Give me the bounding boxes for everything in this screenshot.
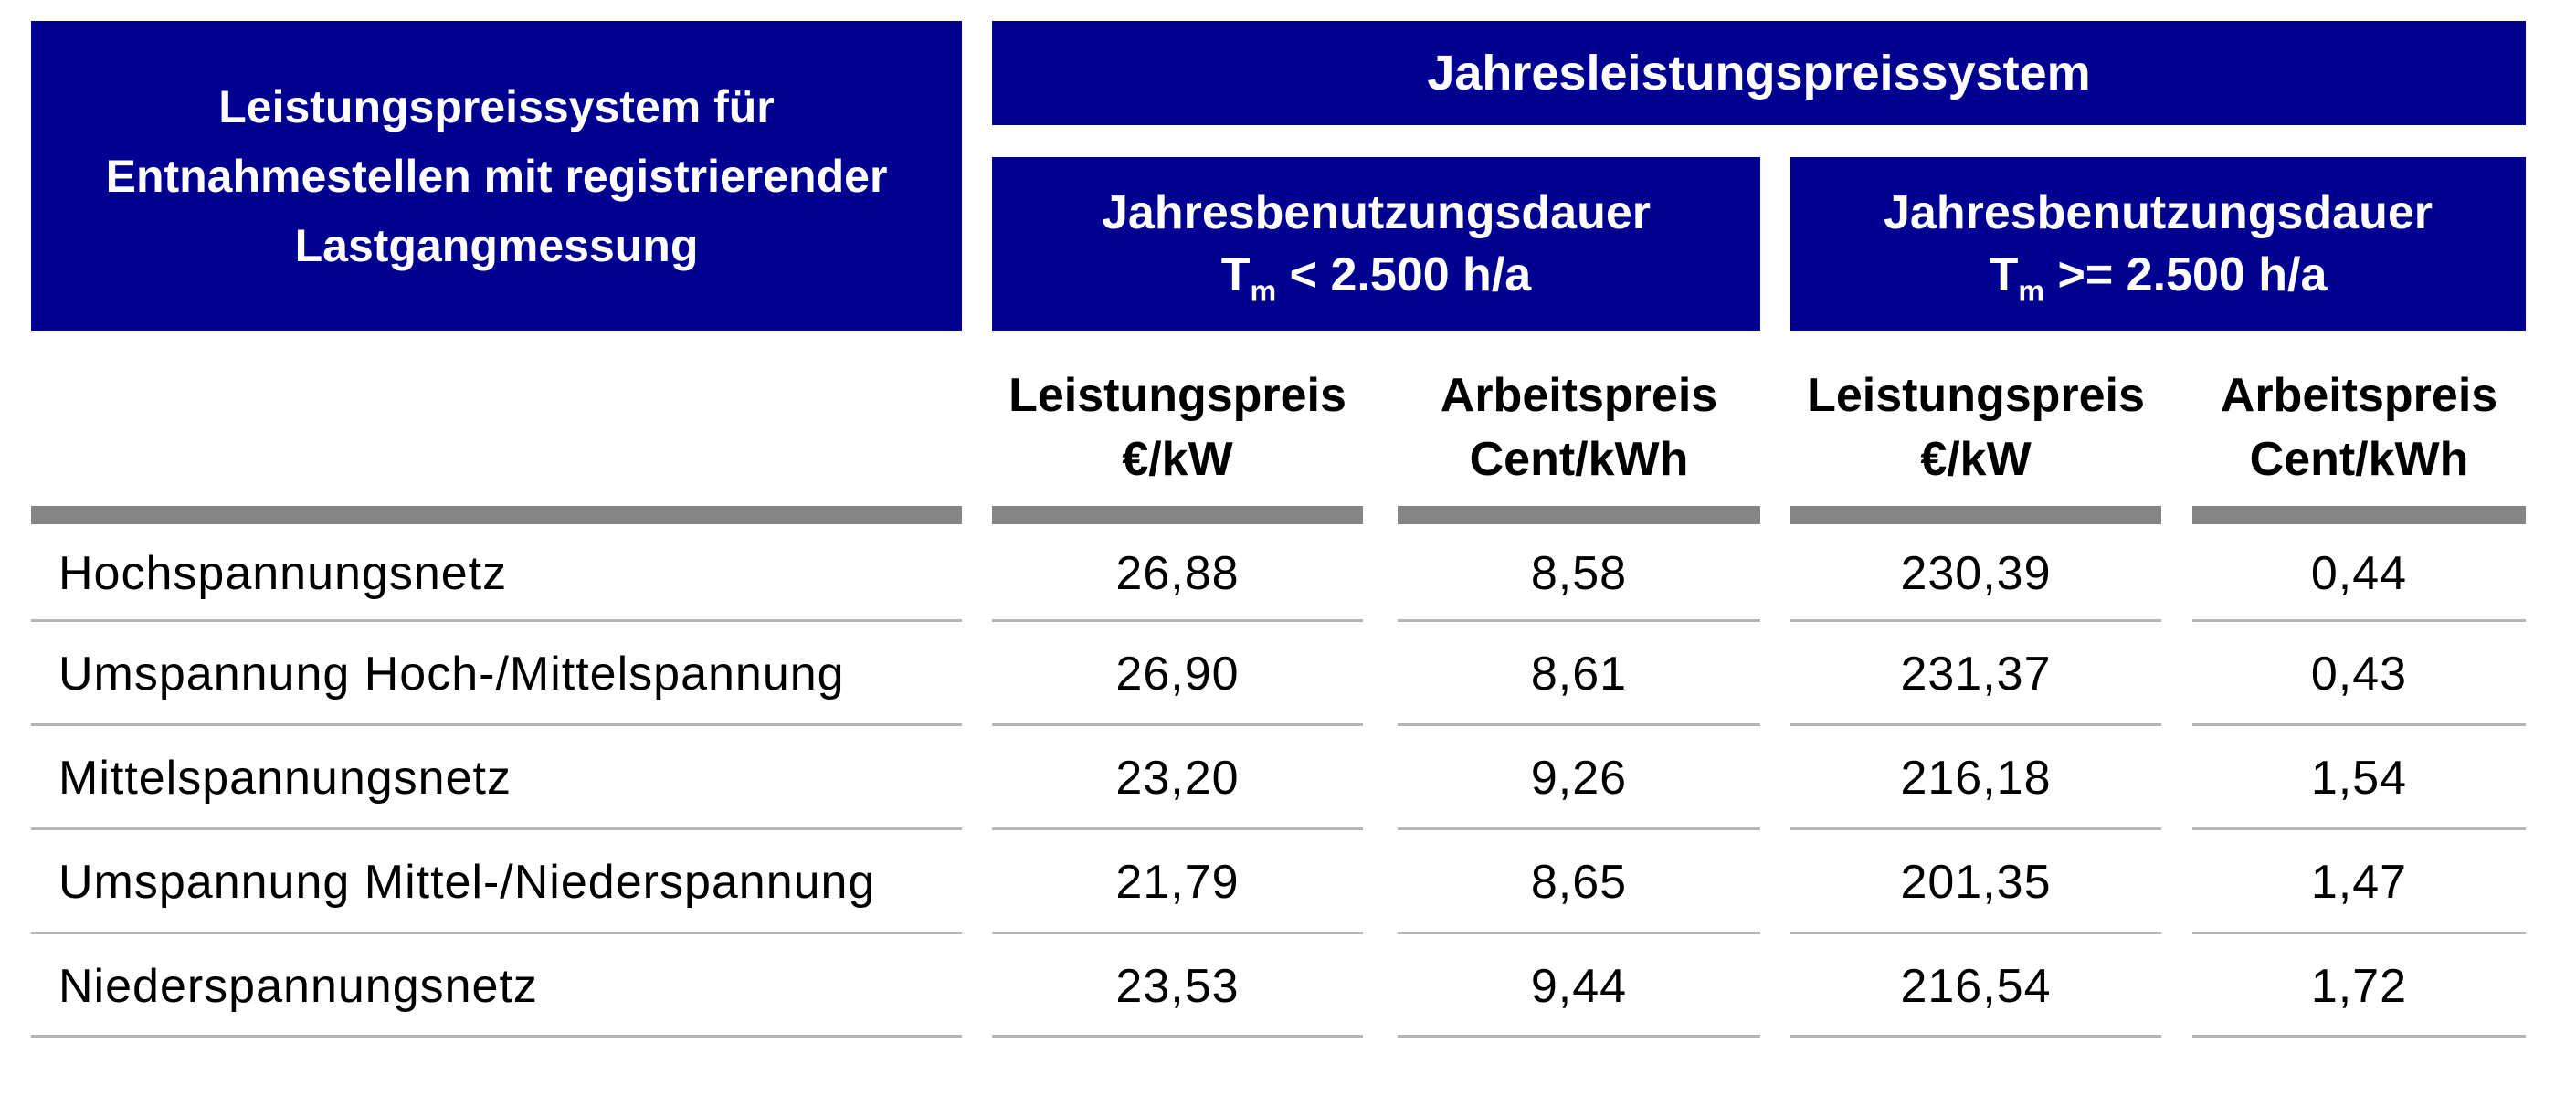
value-arbeitspreis-lt: 8,58 bbox=[1530, 546, 1628, 600]
row-divider bbox=[992, 723, 1363, 726]
left-title-line-2: Entnahmestellen mit registrierender bbox=[105, 150, 888, 202]
table-row-niederspannungsnetz: Niederspannungsnetz 23,53 9,44 216,54 1,… bbox=[0, 934, 2576, 1038]
header-rule-column-1 bbox=[992, 506, 1363, 524]
tm-condition: >= 2.500 h/a bbox=[2057, 248, 2328, 301]
row-divider bbox=[2192, 619, 2526, 622]
value-leistungspreis-ge: 230,39 bbox=[1900, 546, 2052, 600]
column-title: Leistungspreis bbox=[1807, 369, 2145, 422]
header-rule-column-2 bbox=[1398, 506, 1760, 524]
column-unit: €/kW bbox=[1122, 433, 1233, 486]
row-divider bbox=[992, 1035, 1363, 1038]
row-divider bbox=[1790, 827, 2161, 830]
row-divider bbox=[1790, 619, 2161, 622]
row-divider bbox=[1790, 1035, 2161, 1038]
row-divider bbox=[31, 827, 962, 830]
column-header-arbeitspreis-1: Arbeitspreis Cent/kWh bbox=[1398, 358, 1760, 497]
value-leistungspreis-lt: 26,88 bbox=[1115, 546, 1240, 600]
subheader-1-line-2: Tm < 2.500 h/a bbox=[1221, 244, 1531, 306]
table-row-mittelspannungsnetz: Mittelspannungsnetz 23,20 9,26 216,18 1,… bbox=[0, 726, 2576, 830]
value-leistungspreis-ge: 216,18 bbox=[1900, 752, 2052, 805]
row-divider bbox=[992, 619, 1363, 622]
value-leistungspreis-ge: 216,54 bbox=[1900, 959, 2052, 1013]
row-label: Niederspannungsnetz bbox=[58, 959, 538, 1013]
value-leistungspreis-ge: 201,35 bbox=[1900, 856, 2052, 909]
row-label: Umspannung Hoch-/Mittelspannung bbox=[58, 648, 845, 701]
row-divider bbox=[992, 827, 1363, 830]
row-divider bbox=[31, 1035, 962, 1038]
column-title: Leistungspreis bbox=[1008, 369, 1346, 422]
tm-symbol: T bbox=[1989, 248, 2019, 301]
row-divider bbox=[1398, 827, 1760, 830]
subheader-tm-ge-2500: Jahresbenutzungsdauer Tm >= 2.500 h/a bbox=[1790, 157, 2526, 331]
row-divider bbox=[1398, 932, 1760, 934]
row-divider bbox=[1398, 619, 1760, 622]
subheader-1-line-1: Jahresbenutzungsdauer bbox=[1101, 186, 1652, 239]
tm-subscript: m bbox=[2018, 274, 2045, 308]
value-arbeitspreis-lt: 8,65 bbox=[1530, 856, 1628, 909]
column-title: Arbeitspreis bbox=[2220, 369, 2498, 422]
value-arbeitspreis-lt: 8,61 bbox=[1530, 648, 1628, 701]
tm-subscript: m bbox=[1250, 274, 1277, 308]
table-row-umspannung-mittel-nieder: Umspannung Mittel-/Niederspannung 21,79 … bbox=[0, 830, 2576, 934]
row-divider bbox=[1398, 1035, 1760, 1038]
value-arbeitspreis-lt: 9,26 bbox=[1530, 752, 1628, 805]
value-leistungspreis-lt: 21,79 bbox=[1115, 856, 1240, 909]
row-divider bbox=[1790, 932, 2161, 934]
header-rule-column-4 bbox=[2192, 506, 2526, 524]
row-divider bbox=[2192, 827, 2526, 830]
value-arbeitspreis-ge: 1,72 bbox=[2310, 959, 2408, 1013]
row-divider bbox=[2192, 723, 2526, 726]
left-title-line-3: Lastgangmessung bbox=[294, 219, 699, 271]
row-divider bbox=[1790, 723, 2161, 726]
value-leistungspreis-ge: 231,37 bbox=[1900, 648, 2052, 701]
column-unit: €/kW bbox=[1920, 433, 2032, 486]
row-divider bbox=[2192, 932, 2526, 934]
value-arbeitspreis-ge: 0,44 bbox=[2310, 546, 2408, 600]
value-arbeitspreis-ge: 1,47 bbox=[2310, 856, 2408, 909]
row-divider bbox=[1398, 723, 1760, 726]
column-header-arbeitspreis-2: Arbeitspreis Cent/kWh bbox=[2192, 358, 2526, 497]
value-arbeitspreis-ge: 1,54 bbox=[2310, 752, 2408, 805]
subheader-2-line-1: Jahresbenutzungsdauer bbox=[1883, 186, 2433, 239]
column-header-leistungspreis-1: Leistungspreis €/kW bbox=[992, 358, 1363, 497]
row-label: Umspannung Mittel-/Niederspannung bbox=[58, 856, 876, 909]
row-divider bbox=[31, 619, 962, 622]
table-row-hochspannungsnetz: Hochspannungsnetz 26,88 8,58 230,39 0,44 bbox=[0, 524, 2576, 622]
value-arbeitspreis-ge: 0,43 bbox=[2310, 648, 2408, 701]
table-row-umspannung-hoch-mittel: Umspannung Hoch-/Mittelspannung 26,90 8,… bbox=[0, 622, 2576, 726]
value-leistungspreis-lt: 23,53 bbox=[1115, 959, 1240, 1013]
row-divider bbox=[2192, 1035, 2526, 1038]
value-leistungspreis-lt: 26,90 bbox=[1115, 648, 1240, 701]
value-leistungspreis-lt: 23,20 bbox=[1115, 752, 1240, 805]
value-arbeitspreis-lt: 9,44 bbox=[1530, 959, 1628, 1013]
tm-symbol: T bbox=[1220, 248, 1251, 301]
column-unit: Cent/kWh bbox=[1469, 433, 1689, 486]
main-title-box: Jahresleistungspreissystem bbox=[992, 21, 2526, 125]
tm-condition: < 2.500 h/a bbox=[1289, 248, 1532, 301]
header-rule-column-3 bbox=[1790, 506, 2161, 524]
column-title: Arbeitspreis bbox=[1440, 369, 1718, 422]
column-header-leistungspreis-2: Leistungspreis €/kW bbox=[1790, 358, 2161, 497]
row-divider bbox=[992, 932, 1363, 934]
header-rule-label-column bbox=[31, 506, 962, 524]
left-title-line-1: Leistungspreissystem für bbox=[218, 80, 775, 132]
column-unit: Cent/kWh bbox=[2249, 433, 2469, 486]
row-label: Hochspannungsnetz bbox=[58, 546, 508, 600]
row-divider bbox=[31, 723, 962, 726]
main-title: Jahresleistungspreissystem bbox=[1427, 46, 2091, 100]
row-label: Mittelspannungsnetz bbox=[58, 752, 512, 805]
row-divider bbox=[31, 932, 962, 934]
subheader-tm-lt-2500: Jahresbenutzungsdauer Tm < 2.500 h/a bbox=[992, 157, 1760, 331]
subheader-2-line-2: Tm >= 2.500 h/a bbox=[1990, 244, 2328, 306]
left-title-box: Leistungspreissystem für Entnahmestellen… bbox=[31, 21, 962, 331]
